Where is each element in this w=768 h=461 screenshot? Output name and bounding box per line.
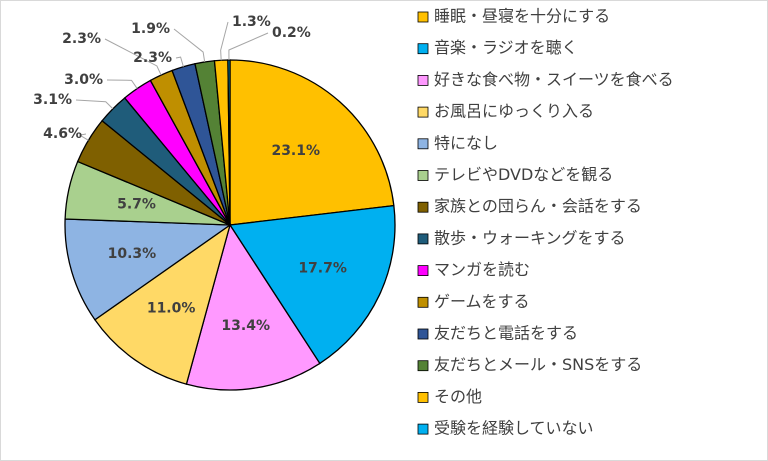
- data-label-4: 11.0%: [147, 301, 196, 317]
- legend-swatch-9: [417, 265, 429, 277]
- pie-slice-3: [185, 223, 321, 391]
- data-label-7: 4.6%: [43, 126, 82, 142]
- pie-slice-14: [227, 59, 231, 226]
- legend-swatch-10: [417, 296, 429, 308]
- pie-slice-1: [229, 59, 395, 226]
- data-labels: 23.1% 17.7% 13.4% 11.0% 10.3% 5.7% 4.6% 3.1% 3.0…: [33, 14, 347, 334]
- legend-swatch-5: [417, 138, 429, 150]
- pie-slices: [64, 59, 396, 391]
- leader-line-12: [173, 28, 206, 63]
- data-label-8: 3.1%: [33, 92, 72, 108]
- leader-line-13: [220, 21, 229, 61]
- leader-line-9: [106, 79, 138, 89]
- data-label-6: 5.7%: [117, 197, 156, 213]
- data-label-14: 0.2%: [272, 25, 311, 41]
- legend-label-6: テレビやDVDなどを観る: [434, 165, 613, 184]
- data-label-2: 17.7%: [298, 260, 347, 276]
- legend-label-10: ゲームをする: [434, 292, 530, 311]
- legend-label-8: 散歩・ウォーキングをする: [434, 228, 626, 247]
- legend-swatch-7: [417, 201, 429, 213]
- leader-line-7: [78, 133, 89, 141]
- pie-slice-2: [228, 204, 396, 365]
- data-label-9: 3.0%: [64, 72, 103, 88]
- legend-label-9: マンガを読む: [434, 260, 530, 279]
- leader-lines: [75, 21, 269, 141]
- legend-label-4: お風呂にゆっくり入る: [434, 102, 594, 121]
- data-label-12: 1.9%: [131, 21, 170, 37]
- legend-swatch-12: [417, 360, 429, 372]
- legend-swatch-4: [417, 106, 429, 118]
- legend-label-7: 家族との団らん・会話をする: [434, 197, 642, 216]
- leader-line-11: [175, 56, 184, 67]
- data-label-13: 1.3%: [232, 14, 271, 30]
- legend-swatch-1: [417, 11, 429, 23]
- data-label-3: 13.4%: [221, 318, 270, 334]
- legend-swatch-14: [417, 423, 429, 435]
- legend-swatch-6: [417, 170, 429, 181]
- data-label-10: 2.3%: [62, 31, 101, 47]
- legend-label-14: 受験を経験していない: [434, 419, 594, 438]
- data-label-5: 10.3%: [108, 246, 157, 262]
- legend-label-13: その他: [434, 387, 482, 406]
- data-label-11: 2.3%: [133, 50, 172, 66]
- legend-swatch-13: [417, 391, 429, 403]
- legend-label-12: 友だちとメール・SNSをする: [434, 355, 642, 374]
- pie-slice-5: [64, 218, 232, 321]
- legend: 睡眠・昼寝を十分にする音楽・ラジオを聴く好きな食べ物・スイーツを食べるお風呂にゆ…: [417, 7, 674, 438]
- pie-slice-4: [94, 223, 232, 385]
- legend-swatch-2: [417, 43, 429, 55]
- legend-label-11: 友だちと電話をする: [434, 324, 578, 343]
- leader-line-8: [75, 99, 114, 110]
- legend-label-3: 好きな食べ物・スイーツを食べる: [434, 70, 674, 89]
- data-label-1: 23.1%: [271, 143, 320, 159]
- legend-swatch-3: [417, 75, 429, 86]
- legend-swatch-8: [417, 233, 429, 245]
- legend-label-1: 睡眠・昼寝を十分にする: [434, 7, 610, 26]
- legend-label-5: 特になし: [434, 133, 498, 152]
- leader-line-14: [228, 32, 269, 61]
- legend-swatch-11: [417, 328, 429, 340]
- legend-label-2: 音楽・ラジオを聴く: [434, 38, 578, 57]
- leader-line-10: [104, 38, 162, 76]
